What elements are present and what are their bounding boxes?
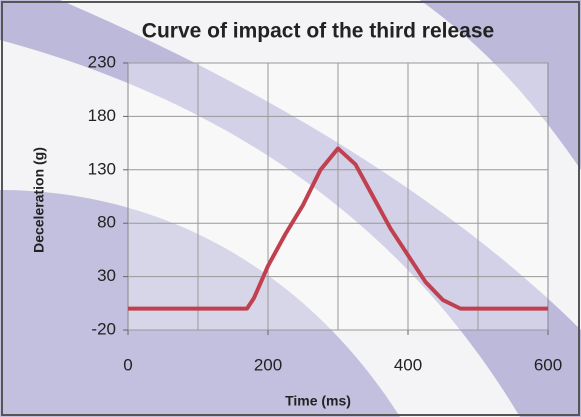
y-tick-label: 230 — [88, 52, 116, 71]
chart-title: Curve of impact of the third release — [142, 20, 494, 43]
y-axis-title: Deceleration (g) — [31, 147, 47, 253]
y-tick-label: 130 — [88, 159, 116, 178]
x-tick-label: 400 — [394, 355, 422, 374]
y-tick-label: 180 — [88, 106, 116, 125]
y-tick-label: 30 — [97, 266, 116, 285]
x-tick-label: 0 — [123, 355, 132, 374]
y-tick-label: -20 — [91, 319, 116, 338]
x-tick-label: 600 — [534, 355, 562, 374]
x-tick-label: 200 — [254, 355, 282, 374]
data-line — [128, 146, 548, 311]
x-axis-title: Time (ms) — [285, 393, 351, 409]
y-tick-label: 80 — [97, 213, 116, 232]
